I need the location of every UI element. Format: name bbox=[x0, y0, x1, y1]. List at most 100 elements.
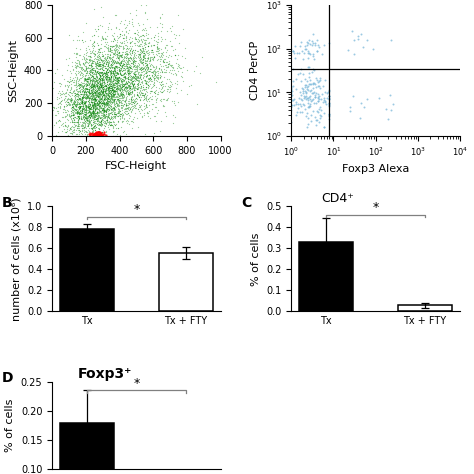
Point bbox=[93, 98, 101, 106]
Point bbox=[79, 38, 87, 46]
Point bbox=[52, 131, 60, 138]
Point bbox=[127, 64, 135, 72]
Point bbox=[91, 102, 99, 110]
Point bbox=[155, 45, 163, 52]
Point bbox=[103, 77, 111, 85]
Point bbox=[136, 58, 144, 66]
Point bbox=[86, 131, 93, 138]
Point bbox=[110, 81, 118, 89]
Point bbox=[103, 58, 110, 66]
Point bbox=[100, 102, 108, 110]
Point bbox=[99, 98, 107, 105]
Point bbox=[88, 83, 96, 91]
Point bbox=[100, 106, 107, 114]
Point bbox=[131, 86, 138, 94]
Point bbox=[88, 76, 95, 84]
Point bbox=[161, 45, 168, 52]
Point bbox=[88, 105, 95, 113]
Point bbox=[82, 114, 90, 122]
Point bbox=[104, 58, 111, 66]
Point bbox=[71, 91, 78, 99]
Point bbox=[103, 98, 110, 105]
Point bbox=[130, 70, 137, 78]
Point bbox=[50, 104, 57, 111]
Point bbox=[126, 85, 133, 93]
Point bbox=[104, 121, 112, 129]
Point bbox=[117, 70, 125, 77]
Point bbox=[146, 93, 153, 100]
Point bbox=[90, 115, 98, 123]
Point bbox=[153, 51, 161, 58]
Point bbox=[386, 91, 393, 99]
Point bbox=[310, 55, 318, 63]
Point bbox=[125, 111, 133, 118]
Point bbox=[91, 127, 99, 134]
Point bbox=[135, 51, 142, 59]
Point bbox=[153, 96, 160, 103]
Point bbox=[80, 92, 87, 100]
Point bbox=[104, 100, 111, 108]
Point bbox=[146, 81, 154, 88]
Point bbox=[145, 40, 153, 47]
Point bbox=[120, 53, 128, 60]
Point bbox=[72, 82, 80, 89]
Text: C: C bbox=[241, 196, 251, 210]
Point bbox=[138, 91, 146, 99]
Point bbox=[104, 77, 111, 84]
Point bbox=[108, 121, 115, 129]
Point bbox=[108, 86, 116, 93]
Point bbox=[144, 42, 151, 50]
Point bbox=[136, 83, 143, 91]
Point bbox=[100, 87, 107, 95]
Point bbox=[91, 121, 99, 129]
Point bbox=[96, 79, 104, 87]
Point bbox=[102, 75, 109, 83]
Point bbox=[116, 98, 124, 106]
Point bbox=[127, 76, 134, 83]
Point bbox=[110, 43, 118, 50]
Point bbox=[91, 67, 99, 74]
Point bbox=[288, 101, 295, 109]
Point bbox=[64, 99, 71, 106]
Point bbox=[85, 86, 92, 93]
Point bbox=[82, 74, 89, 82]
Point bbox=[94, 41, 102, 49]
Point bbox=[142, 65, 149, 73]
Point bbox=[146, 65, 154, 73]
Point bbox=[91, 132, 99, 140]
Point bbox=[123, 79, 131, 86]
Point bbox=[115, 59, 122, 66]
Point bbox=[99, 99, 106, 107]
Point bbox=[94, 73, 101, 80]
Point bbox=[120, 62, 128, 70]
Point bbox=[107, 82, 114, 90]
Point bbox=[115, 69, 122, 77]
Point bbox=[91, 50, 99, 58]
Point bbox=[92, 130, 100, 137]
Point bbox=[106, 77, 113, 85]
Point bbox=[78, 100, 85, 107]
Point bbox=[142, 102, 150, 110]
Point bbox=[128, 103, 135, 111]
Point bbox=[80, 67, 88, 75]
Point bbox=[84, 81, 92, 89]
Point bbox=[77, 74, 85, 82]
Point bbox=[306, 92, 313, 100]
Point bbox=[86, 52, 93, 60]
Point bbox=[314, 41, 322, 49]
Point bbox=[142, 100, 150, 108]
Point bbox=[87, 49, 94, 56]
Point bbox=[60, 102, 68, 110]
Point bbox=[120, 34, 128, 41]
Point bbox=[93, 84, 101, 91]
Point bbox=[102, 99, 109, 107]
Point bbox=[82, 66, 90, 73]
Point bbox=[94, 100, 101, 108]
Point bbox=[85, 81, 92, 88]
Point bbox=[94, 69, 102, 77]
Point bbox=[90, 77, 97, 85]
Point bbox=[111, 67, 118, 74]
Point bbox=[80, 84, 87, 92]
Point bbox=[103, 72, 111, 80]
Point bbox=[73, 53, 80, 61]
